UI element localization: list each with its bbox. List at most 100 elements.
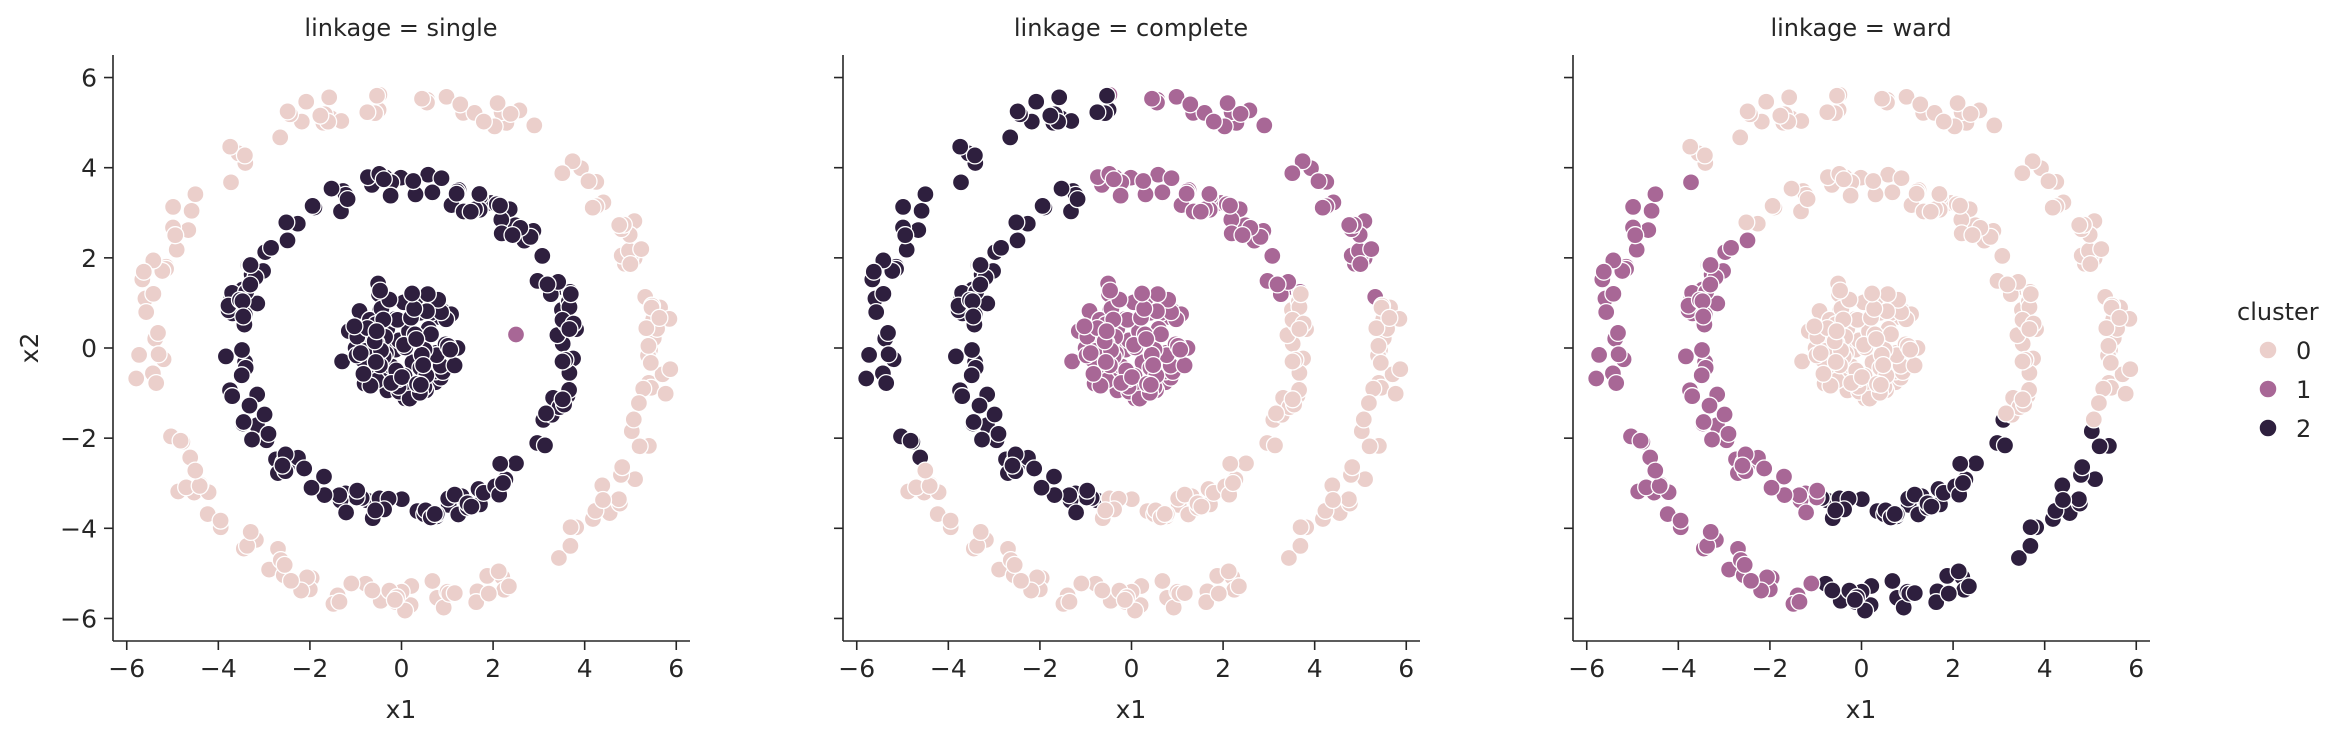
scatter-point xyxy=(2013,164,2032,183)
scatter-point xyxy=(1041,106,1060,125)
scatter-point xyxy=(1153,571,1172,591)
scatter-point xyxy=(1905,583,1924,603)
scatter-point xyxy=(1279,548,1299,568)
scatter-point xyxy=(295,459,314,478)
scatter-point xyxy=(314,467,334,486)
scatter-point xyxy=(656,384,675,403)
scatter-point xyxy=(1380,308,1399,328)
scatter-point xyxy=(1066,503,1086,522)
scatter-point xyxy=(538,275,557,294)
scatter-point xyxy=(342,574,361,593)
x-tick-label: −6 xyxy=(108,654,145,683)
scatter-point xyxy=(1369,336,1388,356)
scatter-point xyxy=(1961,104,1980,123)
scatter-point xyxy=(1354,410,1373,429)
scatter-point xyxy=(367,322,386,341)
scatter-point xyxy=(1871,375,1890,394)
scatter-point xyxy=(479,584,498,603)
scatter-point xyxy=(437,87,456,106)
scatter-point xyxy=(964,412,983,432)
x-ticks: −6 −4 −2 0 2 4 6 xyxy=(838,641,1414,683)
scatter-point xyxy=(1604,284,1623,303)
scatter-point xyxy=(1681,137,1700,156)
scatter-point xyxy=(2081,254,2100,274)
scatter-point xyxy=(624,410,643,429)
scatter-point xyxy=(186,185,205,204)
scatter-point xyxy=(1693,292,1712,311)
scatter-point xyxy=(1762,478,1781,497)
legend-entry-0: 0 xyxy=(2258,337,2311,365)
scatter-point xyxy=(1162,169,1181,188)
scatter-point xyxy=(1811,343,1830,363)
scatter-point xyxy=(1362,239,1381,259)
scatter-point xyxy=(1671,511,1690,530)
legend-swatch-1 xyxy=(2258,379,2278,399)
y-tick-label: 2 xyxy=(81,244,97,273)
scatter-point xyxy=(489,562,508,581)
scatter-point xyxy=(320,88,339,107)
x-tick-label: 0 xyxy=(1854,654,1870,683)
scatter-point xyxy=(1137,329,1156,349)
scatter-point xyxy=(579,172,598,191)
scatter-point xyxy=(1197,593,1216,612)
scatter-point xyxy=(425,504,444,524)
scatter-point xyxy=(2023,152,2042,171)
scatter-point xyxy=(621,254,640,274)
scatter-point xyxy=(1695,146,1715,165)
scatter-point xyxy=(1905,356,1924,375)
scatter-point xyxy=(1852,367,1872,387)
scatter-point xyxy=(1830,281,1850,300)
scatter-point xyxy=(2053,490,2073,510)
scatter-point xyxy=(190,476,209,496)
scatter-point xyxy=(1200,184,1219,204)
scatter-point xyxy=(278,102,297,121)
scatter-point xyxy=(1096,352,1115,372)
legend-entry-1: 1 xyxy=(2258,376,2311,404)
y-tick-label: −6 xyxy=(60,604,97,633)
scatter-point xyxy=(281,571,301,590)
scatter-point xyxy=(358,103,377,122)
scatter-point xyxy=(2021,284,2040,304)
y-ticks xyxy=(1564,76,1573,620)
scatter-point xyxy=(2090,437,2109,456)
scatter-point xyxy=(951,173,971,192)
scatter-point xyxy=(506,454,526,473)
x-tick-label: −6 xyxy=(1568,654,1605,683)
scatter-point xyxy=(1192,497,1211,516)
scatter-point xyxy=(1291,518,1310,537)
scatter-point xyxy=(879,345,898,364)
scatter-point xyxy=(129,345,149,365)
scatter-point xyxy=(1845,590,1865,610)
scatter-point xyxy=(445,356,464,375)
scatter-point xyxy=(1897,87,1916,106)
scatter-point xyxy=(1623,197,1643,217)
y-ticks xyxy=(834,76,843,620)
scatter-point xyxy=(1701,522,1720,542)
scatter-point xyxy=(1351,254,1370,274)
scatter-point xyxy=(1865,299,1884,318)
scatter-point xyxy=(641,353,660,373)
scatter-point xyxy=(370,281,390,300)
legend-label-0: 0 xyxy=(2296,337,2311,365)
scatter-point xyxy=(1841,186,1860,205)
scatter-point xyxy=(1283,390,1302,409)
x-tick-label: −6 xyxy=(838,654,875,683)
scatter-point xyxy=(1802,574,1821,593)
scatter-points xyxy=(857,85,1410,620)
scatter-point xyxy=(1068,189,1087,209)
scatter-point xyxy=(432,169,451,188)
scatter-point xyxy=(241,275,260,294)
scatter-point xyxy=(1155,504,1174,524)
scatter-point xyxy=(235,146,255,165)
y-tick-label: −4 xyxy=(60,514,97,543)
scatter-point xyxy=(1283,164,1302,183)
scatter-point xyxy=(1692,340,1712,360)
scatter-point xyxy=(423,571,442,591)
scatter-point xyxy=(1996,404,2016,423)
scatter-point xyxy=(2121,360,2140,379)
scatter-point xyxy=(916,461,935,480)
scatter-point xyxy=(493,473,513,493)
scatter-point xyxy=(941,511,960,530)
x-tick-label: 4 xyxy=(1307,654,1323,683)
scatter-point xyxy=(2097,319,2116,338)
